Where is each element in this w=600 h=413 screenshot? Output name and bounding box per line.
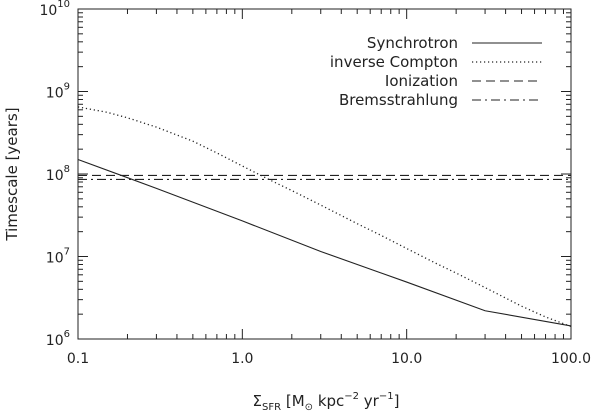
- x-axis-label-exp1: −2: [344, 391, 359, 402]
- legend-label: Ionization: [385, 72, 458, 90]
- x-axis-label-units-open: [M: [281, 392, 305, 410]
- x-tick-label: 0.1: [67, 351, 89, 367]
- x-axis-label-units-yr: yr: [359, 392, 380, 410]
- y-tick-label: 106: [46, 329, 70, 349]
- x-axis-label-subscript: SFR: [262, 402, 281, 413]
- y-axis-label: Timescale [years]: [3, 107, 21, 241]
- x-tick-label: 1.0: [231, 351, 253, 367]
- x-axis-label-units-close: ]: [394, 392, 400, 410]
- y-tick-label: 107: [46, 247, 70, 267]
- x-tick-label: 10.0: [391, 351, 422, 367]
- x-axis-label-symbol: Σ: [253, 392, 262, 410]
- y-tick-label: 108: [46, 164, 70, 184]
- x-axis-label-units-mid: kpc: [313, 392, 344, 410]
- x-axis-label: ΣSFR [M⊙ kpc−2 yr−1]: [253, 391, 400, 413]
- legend-label: Bremsstrahlung: [339, 91, 458, 109]
- series-line-inverse-compton: [77, 106, 572, 328]
- x-axis-label-exp2: −1: [379, 391, 394, 402]
- axis-ticks: 0.1 1.0 10.0 100.0 106 107 108 109 1010: [39, 0, 591, 367]
- legend-label: Synchrotron: [367, 34, 458, 52]
- legend-label: inverse Compton: [330, 53, 458, 71]
- x-axis-label-sun: ⊙: [305, 402, 313, 413]
- series-line-synchrotron: [77, 158, 572, 327]
- series-layer: [77, 106, 572, 328]
- x-tick-label: 100.0: [551, 351, 591, 367]
- y-tick-label: 1010: [39, 0, 70, 19]
- plot-frame: [77, 8, 572, 340]
- y-tick-label: 109: [46, 82, 70, 102]
